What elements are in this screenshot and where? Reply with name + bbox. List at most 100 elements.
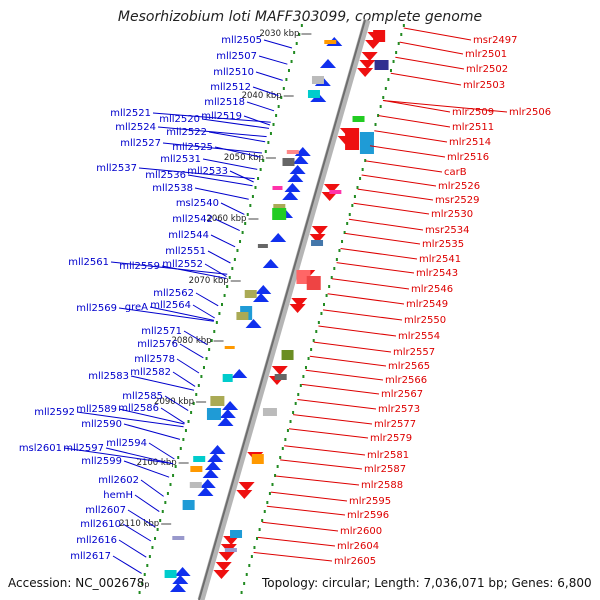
track-dot-left bbox=[233, 258, 236, 261]
left-gene-label[interactable]: mll2505 bbox=[221, 35, 262, 46]
ruler-tick-label: 2030 kbp bbox=[259, 29, 299, 39]
left-gene-label[interactable]: mll2544 bbox=[168, 230, 209, 241]
left-gene-label[interactable]: mll2533 bbox=[187, 166, 228, 177]
right-gene-label[interactable]: mlr2543 bbox=[416, 268, 458, 279]
left-gene-label[interactable]: mll2520 bbox=[159, 114, 200, 125]
left-gene-label[interactable]: msl2540 bbox=[176, 198, 219, 209]
right-gene-label[interactable]: mlr2567 bbox=[381, 389, 423, 400]
right-gene-label[interactable]: mlr2511 bbox=[452, 122, 494, 133]
right-gene-label[interactable]: mlr2502 bbox=[466, 64, 508, 75]
left-gene-label[interactable]: mll2599 bbox=[81, 456, 122, 467]
track-dot-right bbox=[266, 501, 269, 504]
left-gene-label[interactable]: mll2512 bbox=[210, 82, 251, 93]
left-gene-label[interactable]: mll2597 bbox=[63, 443, 104, 454]
gene-arrow-minus bbox=[245, 319, 262, 328]
right-gene-label[interactable]: mlr2541 bbox=[419, 254, 461, 265]
track-dot-right bbox=[315, 330, 318, 333]
left-gene-label[interactable]: mll2576 bbox=[137, 339, 178, 350]
left-gene-label[interactable]: mll2569 bbox=[76, 303, 117, 314]
right-gene-label[interactable]: mlr2549 bbox=[406, 299, 448, 310]
right-gene-label[interactable]: mlr2600 bbox=[340, 526, 382, 537]
left-gene-label[interactable]: mll2562 bbox=[153, 288, 194, 299]
left-leader-line bbox=[164, 395, 189, 412]
accession-text: Accession: NC_002678p bbox=[8, 576, 149, 590]
left-gene-label[interactable]: mll2592 bbox=[34, 407, 75, 418]
left-gene-label[interactable]: mll2507 bbox=[216, 51, 257, 62]
right-gene-label[interactable]: mlr2595 bbox=[349, 496, 391, 507]
track-dot-left bbox=[138, 591, 141, 594]
left-gene-label[interactable]: mll2589 bbox=[76, 404, 117, 415]
right-gene-label[interactable]: mlr2526 bbox=[438, 181, 480, 192]
right-gene-label[interactable]: mlr2554 bbox=[398, 331, 440, 342]
right-gene-label[interactable]: mlr2530 bbox=[431, 209, 473, 220]
right-gene-label[interactable]: msr2534 bbox=[425, 225, 470, 236]
right-gene-label[interactable]: mlr2588 bbox=[361, 480, 403, 491]
left-gene-label[interactable]: mll2585 bbox=[122, 391, 163, 402]
right-gene-label[interactable]: mlr2509 bbox=[452, 107, 494, 118]
right-gene-label[interactable]: mlr2535 bbox=[422, 239, 464, 250]
left-gene-label[interactable]: mll2561 bbox=[68, 257, 109, 268]
left-gene-label[interactable]: mll2583 bbox=[88, 371, 129, 382]
right-gene-label[interactable]: mlr2501 bbox=[465, 49, 507, 60]
right-gene-label[interactable]: mlr2565 bbox=[388, 361, 430, 372]
right-gene-label[interactable]: mlr2577 bbox=[374, 419, 416, 430]
right-gene-label[interactable]: mlr2506 bbox=[509, 107, 551, 118]
right-gene-label[interactable]: msr2529 bbox=[435, 195, 480, 206]
left-gene-label[interactable]: mll2542 bbox=[172, 214, 213, 225]
gene-box bbox=[230, 530, 243, 538]
track-dot-right bbox=[353, 195, 356, 198]
left-gene-label[interactable]: mll2538 bbox=[152, 183, 193, 194]
left-gene-label[interactable]: mll2582 bbox=[130, 367, 171, 378]
left-gene-label[interactable]: mll2586 bbox=[118, 403, 159, 414]
map-title: Mesorhizobium loti MAFF303099, complete … bbox=[117, 9, 483, 25]
left-gene-label[interactable]: mll2531 bbox=[160, 154, 201, 165]
left-gene-label[interactable]: mll2521 bbox=[110, 108, 151, 119]
left-gene-label[interactable]: mll2610 bbox=[80, 519, 121, 530]
right-gene-label[interactable]: mlr2503 bbox=[463, 80, 505, 91]
right-gene-label[interactable]: mlr2581 bbox=[367, 450, 409, 461]
left-gene-label[interactable]: greA bbox=[125, 302, 148, 313]
left-gene-label[interactable]: mll2551 bbox=[165, 246, 206, 257]
right-gene-label[interactable]: mlr2566 bbox=[385, 375, 427, 386]
track-dot-right bbox=[402, 24, 405, 27]
right-leader-line bbox=[301, 383, 380, 395]
right-gene-label[interactable]: mlr2516 bbox=[447, 152, 489, 163]
left-gene-label[interactable]: mll2537 bbox=[96, 163, 137, 174]
right-gene-label[interactable]: mlr2550 bbox=[404, 315, 446, 326]
left-gene-label[interactable]: mll2578 bbox=[134, 354, 175, 365]
right-gene-label[interactable]: mlr2546 bbox=[411, 284, 453, 295]
left-gene-label[interactable]: mll2519 bbox=[201, 111, 242, 122]
left-gene-label[interactable]: mll2536 bbox=[145, 170, 186, 181]
left-gene-label[interactable]: mll2617 bbox=[70, 551, 111, 562]
left-gene-label[interactable]: mll2571 bbox=[141, 326, 182, 337]
right-gene-label[interactable]: carB bbox=[444, 167, 467, 178]
left-gene-label[interactable]: mll2525 bbox=[172, 142, 213, 153]
right-gene-label[interactable]: mlr2557 bbox=[393, 347, 435, 358]
left-gene-label[interactable]: msl2601 bbox=[19, 443, 62, 454]
left-gene-label[interactable]: hemH bbox=[103, 490, 133, 501]
right-gene-label[interactable]: mlr2579 bbox=[370, 433, 412, 444]
left-gene-label[interactable]: mll2510 bbox=[213, 67, 254, 78]
left-gene-label[interactable]: mll2607 bbox=[85, 505, 126, 516]
right-gene-label[interactable]: mlr2587 bbox=[364, 464, 406, 475]
right-gene-label[interactable]: mlr2604 bbox=[337, 541, 379, 552]
right-gene-label[interactable]: mlr2605 bbox=[334, 556, 376, 567]
left-gene-label[interactable]: mll2594 bbox=[106, 438, 147, 449]
right-gene-label[interactable]: mlr2596 bbox=[347, 510, 389, 521]
right-gene-label[interactable]: mlr2573 bbox=[378, 404, 420, 415]
left-gene-label[interactable]: mll2527 bbox=[120, 138, 161, 149]
left-gene-label[interactable]: mll2590 bbox=[81, 419, 122, 430]
left-gene-label[interactable]: mll2522 bbox=[166, 127, 207, 138]
right-gene-label[interactable]: msr2497 bbox=[473, 35, 518, 46]
left-gene-label[interactable]: mll2524 bbox=[115, 122, 156, 133]
left-gene-label[interactable]: mll2602 bbox=[98, 475, 139, 486]
left-gene-label[interactable]: mll2559 bbox=[119, 261, 160, 272]
left-gene-label[interactable]: mll2518 bbox=[204, 97, 245, 108]
track-dot-right bbox=[253, 546, 256, 549]
track-dot-left bbox=[282, 87, 285, 90]
left-gene-label[interactable]: mll2564 bbox=[150, 300, 191, 311]
right-gene-label[interactable]: mlr2514 bbox=[449, 137, 491, 148]
left-gene-label[interactable]: mll2616 bbox=[76, 535, 117, 546]
left-gene-label[interactable]: mll2552 bbox=[162, 259, 203, 270]
